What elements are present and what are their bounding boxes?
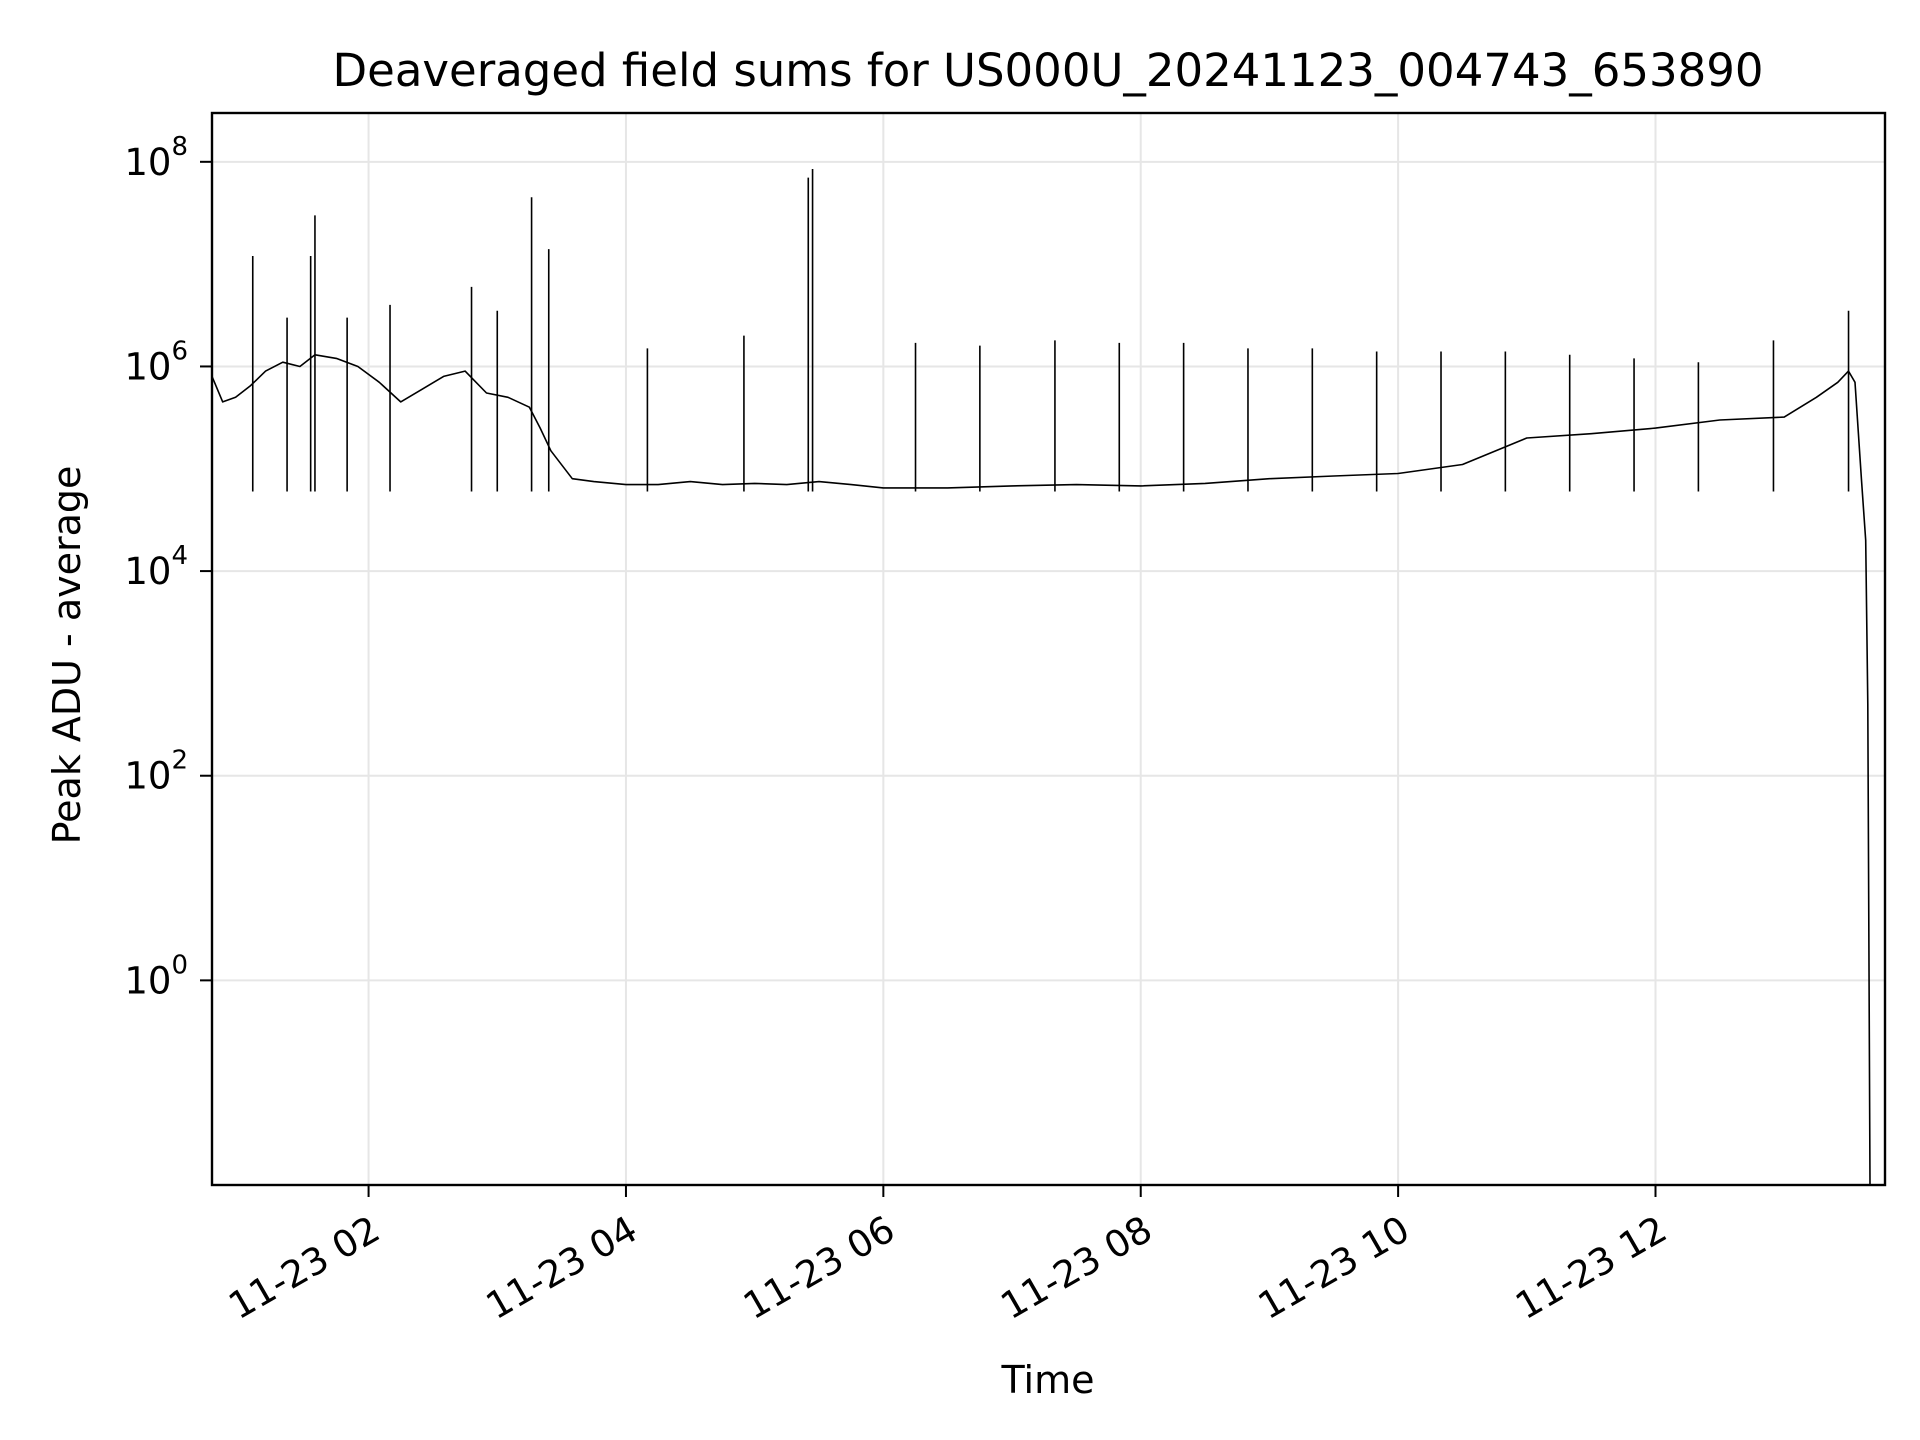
y-tick-exponent: 8: [171, 132, 188, 162]
y-tick-exponent: 0: [171, 950, 188, 980]
y-tick-base: 10: [124, 141, 171, 184]
x-axis-label: Time: [1001, 1358, 1095, 1402]
y-tick-base: 10: [124, 755, 171, 798]
chart-title: Deaveraged field sums for US000U_2024112…: [333, 44, 1764, 97]
y-axis-label: Peak ADU - average: [45, 466, 89, 845]
y-tick-label: 100: [124, 950, 188, 1002]
y-tick-exponent: 6: [171, 336, 188, 366]
y-tick-label: 104: [124, 541, 188, 593]
y-tick-label: 102: [124, 746, 188, 798]
data-layer: [211, 169, 1871, 1186]
plot-frame: [210, 111, 1887, 1187]
y-tick-exponent: 2: [171, 746, 188, 776]
series-line: [211, 353, 1871, 1186]
y-tick-label: 106: [124, 336, 188, 388]
y-tick-base: 10: [124, 959, 171, 1002]
y-tick-exponent: 4: [171, 541, 188, 571]
y-tick-base: 10: [124, 550, 171, 593]
y-tick-base: 10: [124, 345, 171, 388]
y-tick-label: 108: [124, 132, 188, 184]
grid-layer: [212, 113, 1885, 1185]
